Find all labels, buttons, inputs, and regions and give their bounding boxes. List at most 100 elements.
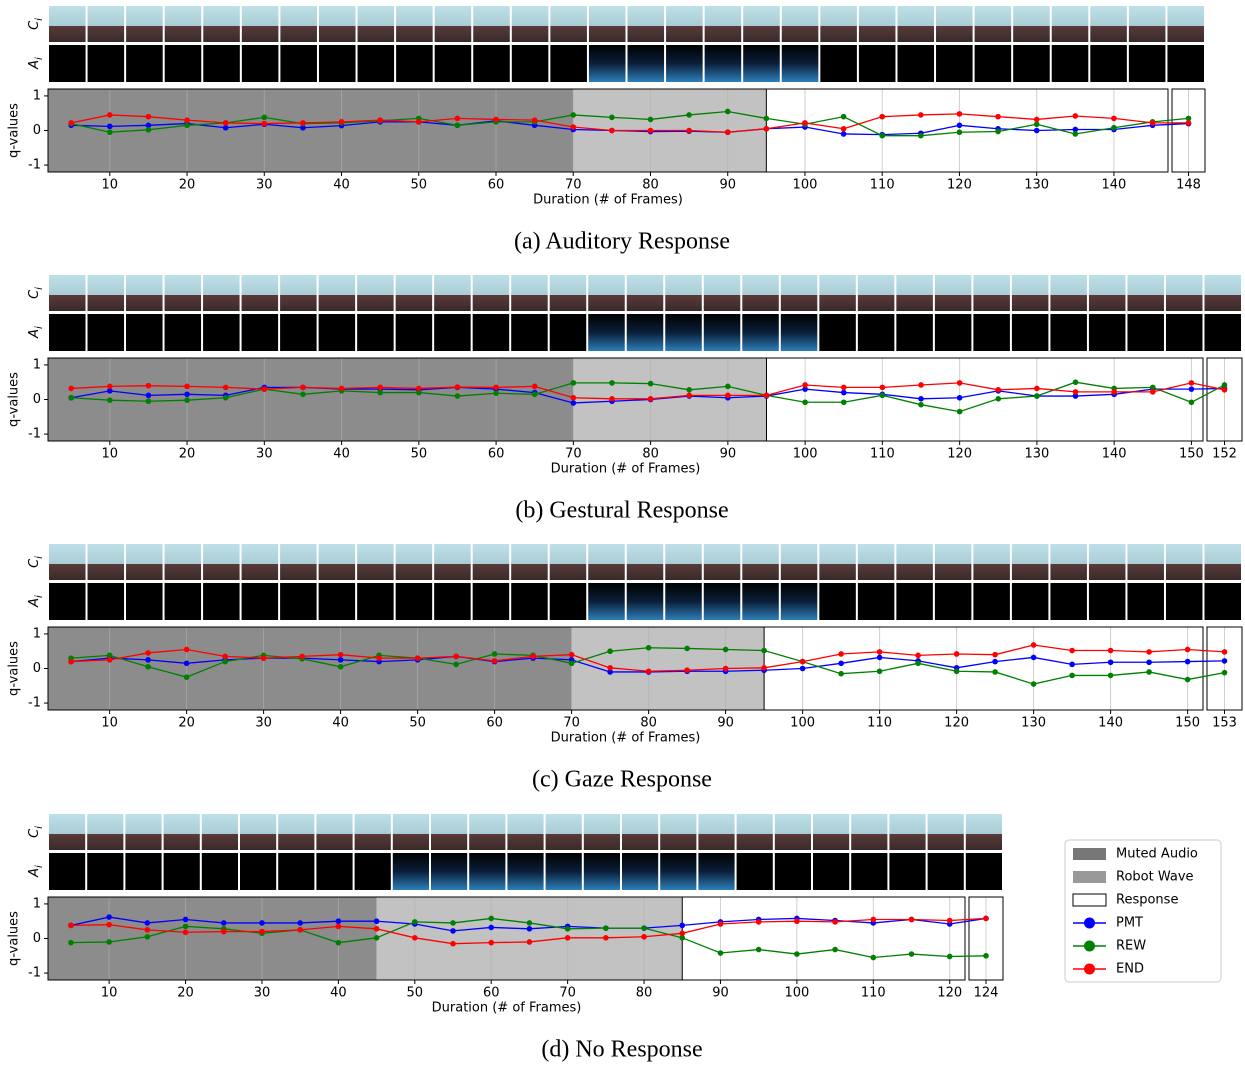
- video-frame: [203, 544, 240, 580]
- point: [957, 111, 963, 117]
- caption: (c) Gaze Response: [532, 767, 712, 793]
- audio-frame: [512, 45, 549, 82]
- audio-frame: [813, 853, 849, 890]
- point: [416, 119, 422, 125]
- strip-symbol: A: [27, 60, 42, 70]
- strip-label: Ai: [27, 865, 45, 878]
- video-frame: [896, 275, 933, 311]
- point: [1222, 670, 1228, 676]
- x-tick-label: 150: [1175, 716, 1200, 731]
- audio-frame: [203, 314, 240, 351]
- point: [184, 674, 190, 680]
- audio-frame: [434, 583, 471, 620]
- point: [221, 929, 227, 935]
- point: [221, 920, 227, 926]
- audio-frame: [88, 45, 125, 82]
- point: [338, 652, 344, 658]
- point: [800, 659, 806, 665]
- audio-frame: [1050, 314, 1087, 351]
- point: [686, 393, 692, 399]
- point: [992, 669, 998, 675]
- point: [570, 124, 576, 130]
- audio-frame: [820, 45, 857, 82]
- video-frame: [665, 275, 702, 311]
- video-frame: [202, 814, 238, 850]
- point: [679, 923, 685, 929]
- x-tick-label: 130: [1024, 447, 1049, 462]
- audio-frame: [202, 853, 238, 890]
- video-frame: [550, 6, 587, 42]
- video-frame: [1166, 544, 1203, 580]
- point: [338, 664, 344, 670]
- point: [764, 126, 770, 132]
- point: [756, 947, 762, 953]
- x-tick-label: 140: [1098, 716, 1123, 731]
- video-frame: [1012, 544, 1049, 580]
- video-frame: [628, 6, 665, 42]
- audio-frame: [704, 583, 741, 620]
- point: [261, 655, 267, 661]
- point: [416, 386, 422, 392]
- point: [107, 124, 113, 130]
- point: [415, 655, 421, 661]
- video-frame: [550, 275, 587, 311]
- point: [377, 385, 383, 391]
- point: [1222, 649, 1228, 655]
- video-frame: [49, 275, 86, 311]
- point: [1031, 655, 1037, 661]
- point: [915, 661, 921, 667]
- video-frame: [434, 544, 471, 580]
- audio-frame: [627, 583, 664, 620]
- point: [995, 396, 1001, 402]
- y-tick-label: 0: [33, 661, 41, 676]
- point: [1073, 379, 1079, 385]
- point: [107, 657, 113, 663]
- audio-frame: [928, 853, 964, 890]
- audio-frame: [49, 853, 85, 890]
- audio-frame: [1013, 45, 1050, 82]
- span: [764, 627, 1203, 710]
- video-frame: [743, 6, 780, 42]
- legend-label: REW: [1116, 939, 1146, 954]
- point: [68, 395, 74, 401]
- y-tick-label: 1: [33, 88, 41, 103]
- point: [453, 662, 459, 668]
- legend-marker: [1084, 918, 1095, 929]
- video-frame: [357, 275, 394, 311]
- point: [261, 121, 267, 127]
- audio-frame: [87, 853, 123, 890]
- span: [48, 627, 572, 710]
- video-frame: [588, 544, 625, 580]
- x-tick-label: 40: [330, 986, 347, 1001]
- point: [648, 381, 654, 387]
- point: [995, 387, 1001, 393]
- x-tick-label: 100: [790, 716, 815, 731]
- video-frame: [819, 544, 856, 580]
- legend-swatch: [1073, 894, 1106, 906]
- video-frame: [1166, 275, 1203, 311]
- point: [297, 920, 303, 926]
- audio-frame: [242, 583, 279, 620]
- point: [450, 941, 456, 947]
- audio-frame: [49, 583, 86, 620]
- point: [838, 671, 844, 677]
- audio-frame: [1166, 583, 1203, 620]
- audio-frame: [627, 314, 664, 351]
- x-tick-label: 120: [937, 986, 962, 1001]
- audio-frame: [936, 45, 973, 82]
- point: [1073, 113, 1079, 119]
- point: [183, 924, 189, 930]
- audio-frame: [165, 583, 202, 620]
- point: [374, 935, 380, 941]
- legend-label: END: [1116, 962, 1144, 977]
- legend-label: PMT: [1116, 916, 1143, 931]
- point: [571, 400, 577, 406]
- video-frame: [1127, 275, 1164, 311]
- video-frame: [435, 6, 472, 42]
- point: [527, 939, 533, 945]
- video-frame: [820, 6, 857, 42]
- audio-frame: [666, 45, 703, 82]
- video-frame: [393, 814, 429, 850]
- audio-frame: [1204, 583, 1241, 620]
- point: [571, 395, 577, 401]
